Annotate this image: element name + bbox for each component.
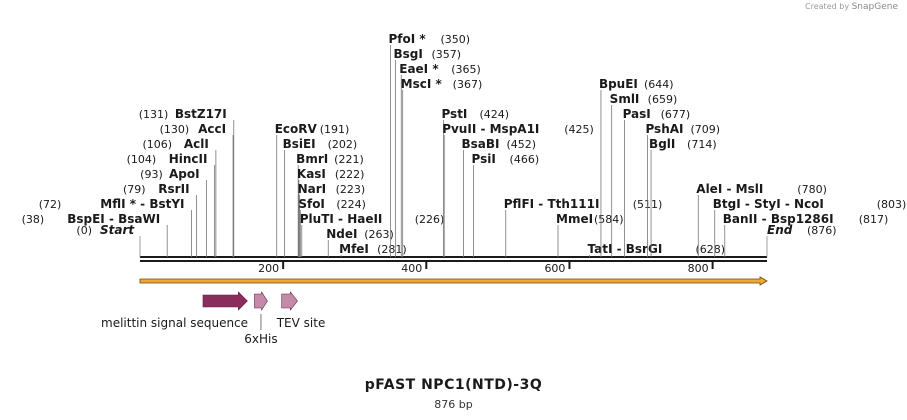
restriction-site: NarI <box>298 182 327 196</box>
sequence-name: pFAST NPC1(NTD)-3Q <box>364 377 543 393</box>
restriction-site: PvuII - MspA1I <box>442 122 539 136</box>
site-position: (224) <box>336 198 366 211</box>
restriction-site: BsgI <box>394 47 423 61</box>
restriction-site: BtgI - StyI - NcoI <box>713 197 824 211</box>
site-position: (425) <box>564 123 594 136</box>
restriction-site: PfoI * <box>389 32 427 46</box>
restriction-site: AleI - MslI <box>696 182 763 196</box>
site-position: (79) <box>123 183 146 196</box>
site-position: (226) <box>415 213 445 226</box>
site-position: (424) <box>479 108 509 121</box>
restriction-site: PflFI - Tth111I <box>504 197 600 211</box>
site-position: (466) <box>510 153 540 166</box>
end-label: End <box>767 223 793 237</box>
restriction-site: PluTI - HaeII <box>300 212 383 226</box>
start-label: Start <box>100 223 135 237</box>
feature-arrow <box>281 291 298 311</box>
restriction-site: MflI * - BstYI <box>100 197 184 211</box>
credit-prefix: Created by <box>805 2 850 11</box>
site-position: (221) <box>334 153 364 166</box>
feature-arrow <box>202 291 248 311</box>
ruler-tick-label: 800 <box>688 262 709 275</box>
site-position: (93) <box>140 168 163 181</box>
restriction-site: SfoI <box>298 197 325 211</box>
site-position: (659) <box>648 93 678 106</box>
site-position: (106) <box>142 138 172 151</box>
site-position: (263) <box>364 228 394 241</box>
restriction-site: PasI <box>623 107 651 121</box>
site-position: (709) <box>690 123 720 136</box>
start-position: (0) <box>76 224 92 237</box>
sequence-length: 876 bp <box>434 398 473 411</box>
site-position: (191) <box>320 123 350 136</box>
site-position: (803) <box>877 198 907 211</box>
site-position: (350) <box>441 33 471 46</box>
restriction-site: BstZ17I <box>175 107 227 121</box>
site-position: (628) <box>695 243 725 256</box>
restriction-site: BpuEI <box>599 77 638 91</box>
restriction-site: NdeI <box>326 227 357 241</box>
feature-label: 6xHis <box>244 332 277 346</box>
site-position: (72) <box>39 198 62 211</box>
restriction-site: BsiEI <box>283 137 316 151</box>
restriction-site: PshAI <box>645 122 683 136</box>
restriction-site: MfeI <box>339 242 369 256</box>
site-position: (817) <box>859 213 889 226</box>
feature-arrow <box>254 290 268 312</box>
site-position: (714) <box>687 138 717 151</box>
restriction-site: MmeI <box>556 212 593 226</box>
site-position: (281) <box>377 243 407 256</box>
ruler-tick-label: 200 <box>258 262 279 275</box>
end-position: (876) <box>807 224 837 237</box>
restriction-site: BspEI - BsaWI <box>67 212 160 226</box>
feature-label: melittin signal sequence <box>101 316 248 330</box>
restriction-site: BsaBI <box>462 137 500 151</box>
restriction-site: PstI <box>441 107 467 121</box>
site-position: (677) <box>661 108 691 121</box>
restriction-site: ApoI <box>169 167 200 181</box>
restriction-site: EcoRV <box>275 122 318 136</box>
orf-arrow <box>139 276 768 286</box>
restriction-site: RsrII <box>158 182 189 196</box>
restriction-site: EaeI * <box>399 62 439 76</box>
restriction-site: BglI <box>649 137 675 151</box>
restriction-site: AccI <box>198 122 226 136</box>
site-position: (452) <box>507 138 537 151</box>
site-position: (223) <box>336 183 366 196</box>
snapgene-logo: SnapGene <box>851 2 898 12</box>
site-position: (644) <box>644 78 674 91</box>
site-position: (202) <box>328 138 358 151</box>
site-position: (780) <box>797 183 827 196</box>
site-position: (38) <box>22 213 45 226</box>
feature-label: TEV site <box>276 316 326 330</box>
ruler-tick-label: 600 <box>544 262 565 275</box>
site-position: (104) <box>127 153 157 166</box>
site-position: (584) <box>594 213 624 226</box>
restriction-site: PsiI <box>472 152 496 166</box>
restriction-site: SmlI <box>610 92 640 106</box>
restriction-site: HincII <box>169 152 208 166</box>
site-position: (365) <box>451 63 481 76</box>
site-position: (357) <box>432 48 462 61</box>
restriction-site: BanII - Bsp1286I <box>723 212 834 226</box>
snapgene-credit: Created by SnapGene <box>805 2 898 12</box>
site-position: (130) <box>160 123 190 136</box>
restriction-site: AclI <box>184 137 209 151</box>
restriction-site: KasI <box>297 167 326 181</box>
site-position: (131) <box>139 108 169 121</box>
site-position: (367) <box>453 78 483 91</box>
site-position: (222) <box>335 168 365 181</box>
ruler-tick-label: 400 <box>401 262 422 275</box>
restriction-site: MscI * <box>401 77 443 91</box>
restriction-site: BmrI <box>296 152 328 166</box>
